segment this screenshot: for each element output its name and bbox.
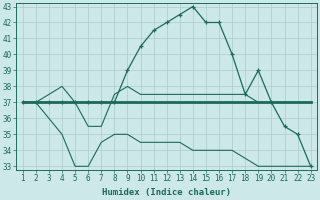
X-axis label: Humidex (Indice chaleur): Humidex (Indice chaleur) bbox=[102, 188, 231, 197]
